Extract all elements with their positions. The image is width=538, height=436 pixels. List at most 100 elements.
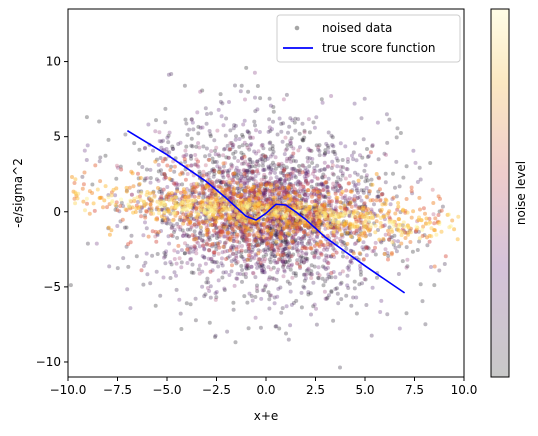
data-point	[265, 217, 270, 222]
data-point	[256, 243, 261, 248]
data-point	[224, 183, 228, 188]
data-point	[231, 213, 236, 218]
data-point	[345, 159, 350, 164]
data-point	[239, 192, 244, 197]
data-point	[258, 190, 263, 195]
data-point	[219, 170, 224, 175]
data-point	[196, 222, 201, 227]
data-point	[343, 228, 348, 233]
data-point	[201, 221, 206, 226]
data-point	[261, 228, 266, 233]
data-point	[219, 114, 224, 119]
data-point	[304, 171, 309, 176]
data-point	[306, 216, 311, 221]
data-point	[162, 176, 167, 181]
data-point	[207, 230, 211, 235]
data-point	[311, 220, 316, 225]
data-point	[364, 233, 369, 238]
data-point	[435, 220, 440, 225]
data-point	[255, 107, 260, 112]
data-point	[250, 221, 255, 226]
data-point	[245, 129, 250, 134]
data-point	[311, 217, 315, 222]
data-point	[343, 176, 348, 181]
data-point	[280, 259, 285, 264]
data-point	[242, 218, 247, 223]
data-point	[173, 191, 178, 196]
data-point	[208, 269, 213, 274]
data-point	[247, 233, 252, 238]
data-point	[321, 187, 326, 192]
data-point	[103, 153, 108, 158]
data-point	[162, 209, 167, 214]
data-point	[230, 196, 235, 201]
data-point	[323, 296, 328, 301]
data-point	[266, 188, 271, 193]
data-point	[423, 322, 428, 327]
data-point	[333, 152, 338, 157]
data-point	[304, 258, 309, 263]
data-point	[274, 228, 279, 233]
data-point	[326, 176, 331, 181]
data-point	[296, 168, 301, 173]
data-point	[205, 229, 210, 234]
data-point	[234, 261, 239, 266]
data-point	[289, 211, 294, 216]
data-point	[291, 213, 296, 218]
data-point	[323, 211, 328, 216]
data-point	[391, 171, 395, 176]
data-point	[207, 235, 212, 240]
data-point	[299, 259, 304, 264]
data-point	[276, 229, 280, 234]
data-point	[182, 231, 187, 236]
data-point	[314, 143, 319, 148]
data-point	[202, 255, 207, 260]
data-point	[247, 198, 252, 203]
data-point	[271, 182, 276, 187]
data-point	[278, 217, 283, 222]
data-point	[220, 196, 224, 201]
data-point	[275, 218, 280, 223]
data-point	[270, 218, 275, 223]
data-point	[263, 198, 268, 202]
data-point	[220, 209, 225, 213]
data-point	[115, 266, 120, 271]
data-point	[242, 118, 247, 123]
data-point	[142, 202, 147, 207]
data-point	[159, 168, 163, 173]
data-point	[359, 205, 364, 210]
data-point	[220, 223, 225, 228]
data-point	[273, 224, 278, 229]
data-point	[353, 204, 358, 209]
data-point	[328, 213, 333, 218]
data-point	[398, 229, 403, 234]
data-point	[262, 154, 267, 159]
data-point	[293, 116, 298, 121]
data-point	[255, 208, 260, 213]
data-point	[265, 199, 270, 204]
data-point	[376, 194, 381, 199]
data-point	[158, 187, 163, 192]
data-point	[198, 200, 203, 205]
data-point	[327, 195, 332, 200]
data-point	[292, 196, 297, 201]
data-point	[249, 221, 254, 226]
data-point	[281, 97, 286, 102]
data-point	[238, 205, 243, 210]
data-point	[337, 214, 341, 219]
data-point	[272, 212, 277, 217]
data-point	[361, 188, 366, 193]
data-point	[243, 192, 247, 197]
data-point	[158, 196, 163, 201]
data-point	[330, 135, 335, 140]
data-point	[340, 165, 345, 170]
data-point	[160, 207, 165, 212]
data-point	[349, 249, 354, 253]
data-point	[175, 235, 180, 240]
data-point	[164, 249, 169, 254]
data-point	[276, 206, 281, 211]
data-point	[259, 223, 263, 228]
data-point	[275, 260, 280, 265]
data-point	[205, 112, 209, 116]
data-point	[231, 188, 236, 193]
